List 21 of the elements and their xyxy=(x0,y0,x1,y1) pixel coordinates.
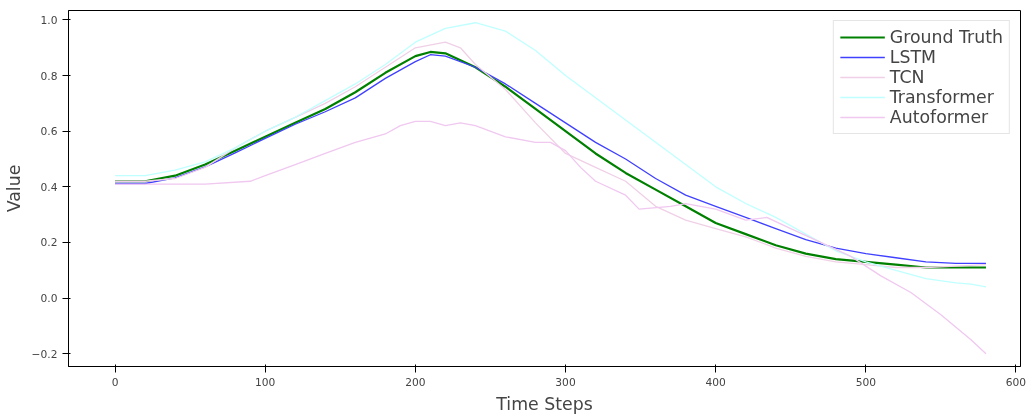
legend-label: TCN xyxy=(889,67,925,87)
y-tick-label: 0.8 xyxy=(40,69,58,83)
y-tick-label: 0.4 xyxy=(40,180,58,194)
y-tick-label: 0.2 xyxy=(40,236,58,250)
y-tick-label: −0.2 xyxy=(31,347,58,361)
legend-label: Ground Truth xyxy=(889,27,1003,47)
x-tick-label: 500 xyxy=(855,375,877,389)
y-tick-label: 0.0 xyxy=(40,292,58,306)
y-tick-label: 0.6 xyxy=(40,125,58,139)
x-tick-label: 400 xyxy=(705,375,727,389)
legend-label: LSTM xyxy=(889,47,937,67)
legend-label: Autoformer xyxy=(889,107,989,127)
x-tick-label: 100 xyxy=(255,375,276,389)
x-axis-title: Time Steps xyxy=(495,393,593,414)
x-tick-label: 200 xyxy=(405,375,426,389)
x-tick-label: 600 xyxy=(1005,375,1027,389)
y-axis-title: Value xyxy=(3,164,24,213)
x-tick-label: 300 xyxy=(555,375,576,389)
x-tick-label: 0 xyxy=(111,375,119,389)
y-tick-label: 1.0 xyxy=(40,13,58,27)
legend-label: Transformer xyxy=(889,87,994,107)
